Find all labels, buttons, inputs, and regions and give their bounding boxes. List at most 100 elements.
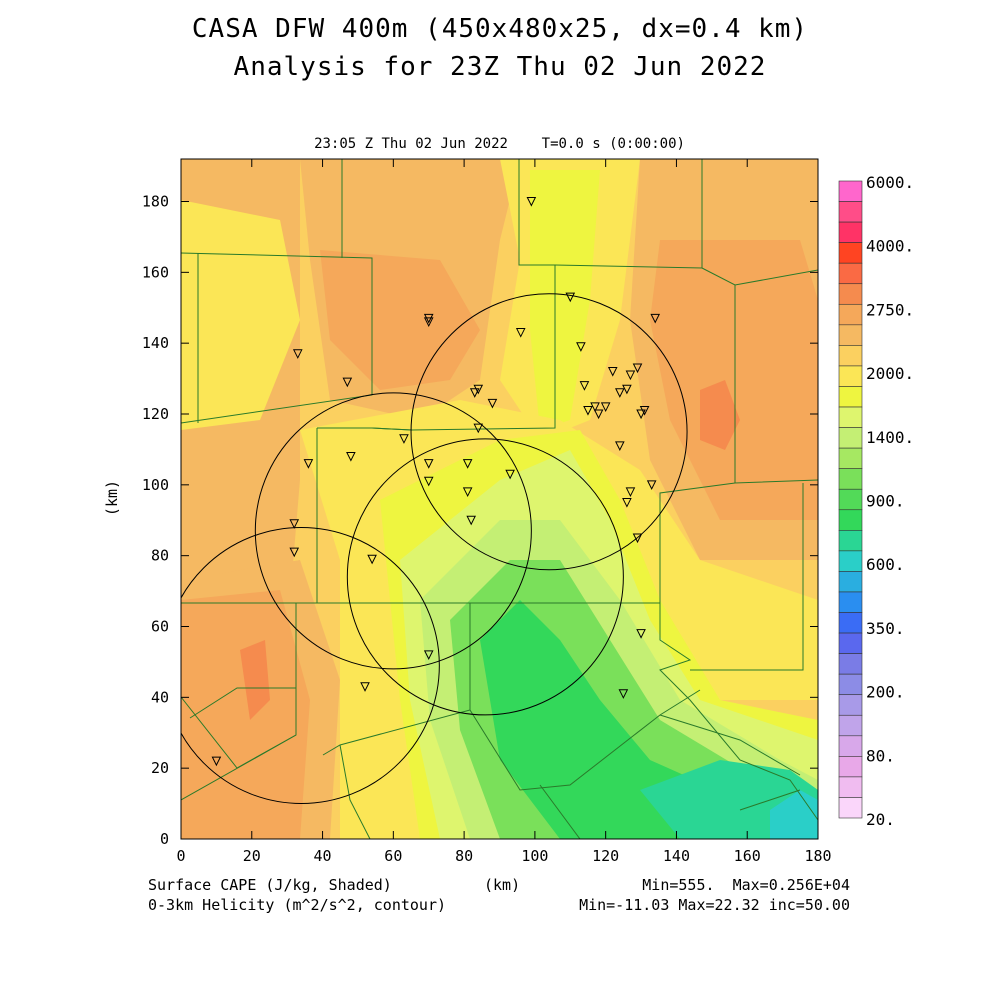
station-marker xyxy=(565,292,576,303)
station-marker xyxy=(292,349,303,359)
station-marker xyxy=(576,342,586,352)
cape-band-orange-east xyxy=(650,240,818,520)
station-marker xyxy=(346,452,356,462)
colorbar-swatch xyxy=(838,242,863,264)
colorbar-swatch xyxy=(838,180,863,202)
colorbar-swatch xyxy=(838,776,863,798)
station-marker xyxy=(632,363,643,374)
colorbar-label: 350. xyxy=(866,619,905,638)
station-marker xyxy=(646,480,657,490)
station-marker xyxy=(303,459,314,469)
x-tick-label: 80 xyxy=(455,847,473,865)
colorbar-swatch xyxy=(838,221,863,243)
y-tick-label: 20 xyxy=(151,759,169,777)
colorbar-swatch xyxy=(838,303,863,326)
station-marker xyxy=(423,317,434,328)
colorbar-label: 600. xyxy=(866,555,905,574)
cape-band-red-east xyxy=(700,380,740,450)
colorbar-swatch xyxy=(838,427,863,449)
x-tick-label: 100 xyxy=(521,847,548,865)
station-marker xyxy=(526,197,537,207)
shaded-min-max: Min=555. Max=0.256E+04 xyxy=(642,876,850,894)
station-marker xyxy=(423,650,434,660)
y-tick-label: 80 xyxy=(151,547,169,565)
x-tick-label: 160 xyxy=(734,847,761,865)
cape-band-orange-north xyxy=(320,250,480,390)
colorbar-swatch xyxy=(838,509,863,531)
colorbar-swatch xyxy=(838,201,863,223)
cape-band-red-sw xyxy=(240,640,270,720)
colorbar-swatch xyxy=(838,365,863,387)
contour-field-label: 0-3km Helicity (m^2/s^2, contour) xyxy=(148,896,447,914)
station-marker xyxy=(650,313,661,324)
x-tick-label: 120 xyxy=(592,847,619,865)
colorbar-label: 900. xyxy=(866,492,905,511)
colorbar-label: 2750. xyxy=(866,300,914,319)
station-marker xyxy=(636,629,646,639)
cape-colorbar xyxy=(838,180,863,819)
y-tick-label: 40 xyxy=(151,688,169,706)
colorbar-swatch xyxy=(838,345,863,367)
colorbar-swatch xyxy=(838,735,863,757)
station-marker xyxy=(289,519,300,529)
colorbar-swatch xyxy=(838,406,863,428)
cape-band-yellow-west xyxy=(181,200,300,430)
station-marker xyxy=(636,409,646,420)
colorbar-swatch xyxy=(838,632,863,654)
station-marker xyxy=(515,328,526,338)
station-marker xyxy=(615,441,625,451)
county-boundaries xyxy=(181,159,818,839)
station-marker xyxy=(360,682,370,692)
colorbar-label: 6000. xyxy=(866,173,914,192)
y-axis-label: (km) xyxy=(103,480,121,516)
x-tick-label: 0 xyxy=(176,847,185,865)
station-marker xyxy=(600,402,611,413)
analysis-timestamp: 23:05 Z Thu 02 Jun 2022 T=0.0 s (0:00:00… xyxy=(314,136,685,152)
station-marker xyxy=(579,381,590,391)
colorbar-swatch xyxy=(838,386,863,408)
radar-ring-2 xyxy=(346,438,624,716)
station-marker xyxy=(462,459,473,469)
radar-ring-3 xyxy=(410,293,688,571)
cape-band-orange-sw xyxy=(181,590,310,839)
station-marker xyxy=(625,370,636,381)
station-marker xyxy=(607,367,618,377)
colorbar-swatch xyxy=(838,488,863,511)
colorbar-swatch xyxy=(838,714,863,737)
x-tick-label: 20 xyxy=(243,847,261,865)
station-marker xyxy=(473,423,484,434)
station-marker xyxy=(487,398,498,409)
x-tick-label: 60 xyxy=(384,847,402,865)
colorbar-label: 20. xyxy=(866,810,895,829)
colorbar-labels: 6000. 4000. 2750. 2000. 1400. 900. 600. 350. 200… xyxy=(866,173,914,829)
y-tick-label: 0 xyxy=(160,830,169,848)
colorbar-label: 200. xyxy=(866,683,905,702)
colorbar-swatch xyxy=(838,653,863,675)
colorbar-swatch xyxy=(838,530,863,552)
colorbar-swatch xyxy=(838,571,863,593)
station-marker xyxy=(615,388,625,398)
y-tick-label: 160 xyxy=(142,263,169,281)
shaded-field-label: Surface CAPE (J/kg, Shaded) xyxy=(148,876,392,894)
x-tick-label: 40 xyxy=(314,847,332,865)
radar-ring-0 xyxy=(181,526,440,804)
colorbar-swatch xyxy=(838,756,863,778)
station-marker xyxy=(593,409,604,420)
station-marker xyxy=(632,533,643,544)
station-marker xyxy=(618,689,629,699)
y-tick-label: 100 xyxy=(142,476,169,494)
colorbar-swatch xyxy=(838,612,863,634)
station-marker xyxy=(590,402,600,413)
station-marker xyxy=(622,498,632,508)
plot-title: CASA DFW 400m (450x480x25, dx=0.4 km) xyxy=(191,14,809,44)
colorbar-swatch xyxy=(838,591,863,613)
station-marker xyxy=(211,756,222,767)
colorbar-swatch xyxy=(838,694,863,716)
colorbar-label: 80. xyxy=(866,746,895,765)
x-tick-label: 180 xyxy=(804,847,831,865)
station-marker xyxy=(505,469,515,480)
station-marker xyxy=(625,487,636,498)
y-tick-label: 140 xyxy=(142,334,169,352)
plot-frame xyxy=(180,158,819,840)
x-axis-label: (km) xyxy=(484,876,521,894)
